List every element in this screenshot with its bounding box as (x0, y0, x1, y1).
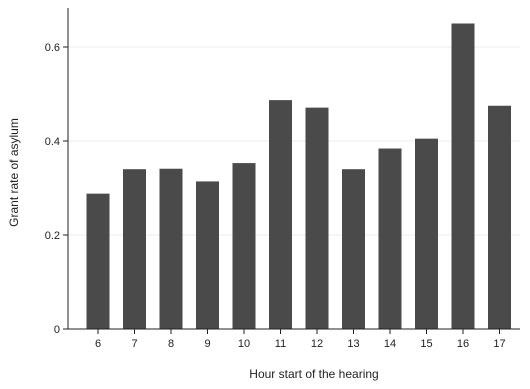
x-tick-label: 9 (204, 338, 210, 350)
tick-labels: 0 0.2 0.4 0.6 6 7 8 9 10 11 12 13 14 15 16 17 (45, 42, 506, 350)
x-tick-label: 13 (347, 338, 359, 350)
y-tick-label: 0 (54, 324, 60, 336)
bar-hour-7 (123, 169, 146, 329)
bar-hour-11 (269, 100, 292, 329)
x-tick-label: 15 (420, 338, 432, 350)
x-tick-label: 7 (131, 338, 137, 350)
bar-hour-12 (305, 107, 329, 329)
axes (63, 8, 520, 334)
x-tick-label: 16 (457, 338, 469, 350)
bar-hour-14 (378, 148, 402, 329)
x-axis-title: Hour start of the hearing (249, 367, 378, 381)
x-tick-label: 10 (238, 338, 250, 350)
x-tick-label: 12 (311, 338, 323, 350)
bar-hour-8 (159, 168, 183, 329)
bar-hour-16 (451, 23, 475, 329)
x-tick-label: 6 (95, 338, 101, 350)
y-tick-label: 0.2 (45, 230, 60, 242)
x-tick-label: 17 (493, 338, 505, 350)
bars (86, 23, 511, 329)
bar-hour-17 (488, 105, 511, 329)
y-tick-label: 0.4 (45, 136, 60, 148)
x-tick-label: 8 (168, 338, 174, 350)
bar-hour-15 (415, 138, 438, 329)
y-axis-title: Grant rate of asylum (7, 118, 21, 227)
bar-hour-6 (86, 193, 110, 329)
bar-hour-9 (196, 181, 219, 329)
y-tick-label: 0.6 (45, 42, 60, 54)
x-tick-label: 14 (384, 338, 396, 350)
x-tick-label: 11 (275, 338, 286, 350)
bar-hour-10 (232, 163, 256, 329)
bar-hour-13 (342, 169, 365, 329)
